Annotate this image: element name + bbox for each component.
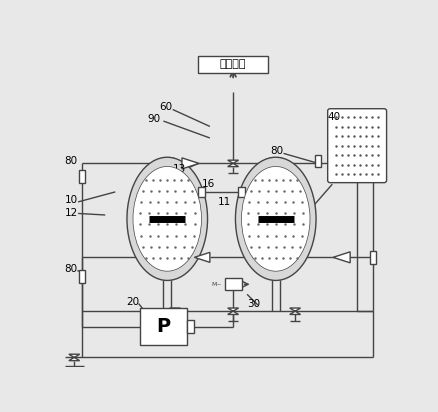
Text: 11: 11 [217, 197, 230, 207]
Bar [198, 187, 205, 197]
Polygon shape [332, 252, 350, 263]
Text: 16: 16 [201, 179, 215, 189]
Text: 90: 90 [148, 114, 161, 124]
Text: 30: 30 [247, 299, 260, 309]
Polygon shape [227, 160, 238, 166]
Text: 80: 80 [64, 264, 77, 274]
Bar [140, 308, 186, 345]
Polygon shape [252, 252, 267, 262]
Bar [79, 270, 85, 283]
Bar [198, 56, 267, 73]
Text: 50: 50 [293, 206, 306, 216]
Polygon shape [289, 308, 300, 314]
Ellipse shape [133, 166, 201, 271]
Ellipse shape [127, 157, 207, 281]
Polygon shape [69, 354, 79, 360]
Ellipse shape [235, 157, 315, 281]
Bar [369, 251, 375, 264]
Text: 60: 60 [159, 102, 172, 112]
Text: 80: 80 [270, 241, 283, 251]
Text: 10: 10 [65, 195, 78, 205]
Text: 20: 20 [126, 297, 139, 307]
Text: 40: 40 [327, 112, 340, 122]
Text: 80: 80 [270, 146, 283, 156]
Text: 80: 80 [64, 156, 77, 166]
Polygon shape [227, 308, 238, 314]
Polygon shape [194, 252, 209, 262]
Text: 90: 90 [285, 241, 298, 251]
Ellipse shape [241, 166, 309, 271]
Bar [237, 187, 244, 197]
Text: 12: 12 [65, 208, 78, 218]
FancyBboxPatch shape [327, 109, 386, 183]
Bar [224, 278, 241, 290]
Bar [186, 321, 194, 333]
Text: 12: 12 [260, 185, 273, 194]
Text: P: P [156, 317, 170, 336]
Polygon shape [169, 308, 180, 314]
Bar [79, 170, 85, 183]
Bar [314, 155, 321, 167]
Text: 13: 13 [172, 164, 186, 174]
Text: M~: M~ [211, 282, 222, 287]
Text: 反应装置: 反应装置 [219, 59, 246, 69]
Polygon shape [182, 158, 198, 169]
